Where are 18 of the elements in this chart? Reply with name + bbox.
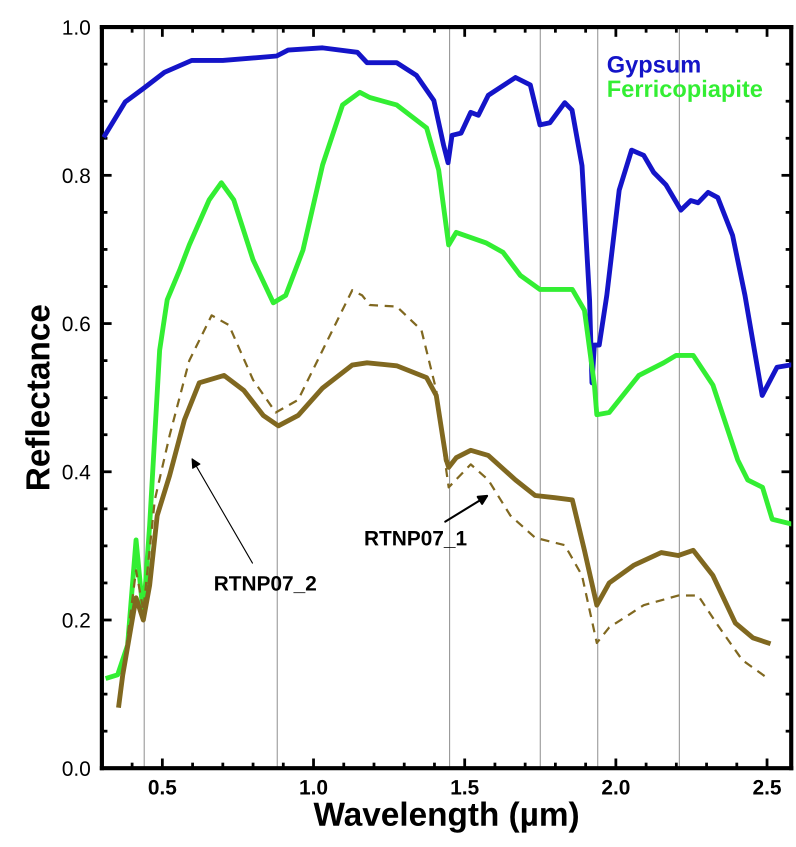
y-axis-title: Reflectance [25, 305, 50, 489]
text: Gypsum [608, 56, 700, 78]
x-tick-label: 2.0 [602, 780, 630, 795]
annotation: RTNP07_2 [215, 576, 316, 594]
x-tick-label: 0.5 [148, 780, 176, 795]
annotation: RTNP07_1 [365, 530, 466, 548]
y-tick-label: 0.6 [62, 316, 90, 332]
x-tick-label: 2.5 [753, 780, 781, 795]
x-axis-title: Wavelength (µm) [314, 802, 578, 833]
x-tick-label: 1.5 [452, 780, 479, 795]
y-tick-label: 1.0 [63, 20, 90, 35]
line-series [102, 45, 792, 398]
text: Ferricopiapite [608, 80, 762, 102]
y-tick-label: 0.2 [62, 613, 90, 628]
y-tick-label: 0.0 [62, 761, 90, 776]
x-tick-label: 1.0 [300, 780, 328, 795]
y-tick-label: 0.8 [62, 168, 90, 184]
y-tick-label: 0.4 [62, 464, 90, 480]
